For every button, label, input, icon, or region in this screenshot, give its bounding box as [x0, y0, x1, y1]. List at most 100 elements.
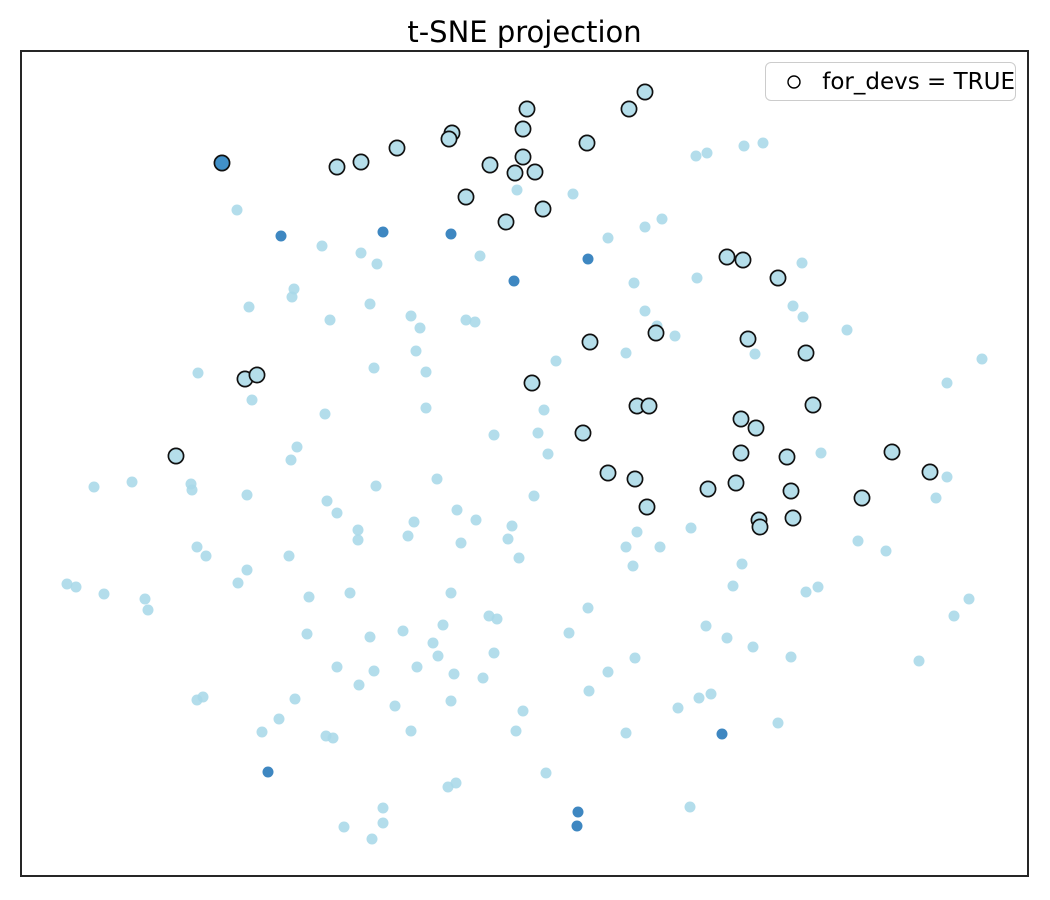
data-point [583, 685, 595, 697]
data-point [241, 564, 253, 576]
data-point [941, 471, 953, 483]
data-point [797, 311, 809, 323]
data-point [654, 541, 666, 553]
data-point [514, 148, 532, 166]
data-point [445, 228, 457, 240]
data-point [262, 766, 274, 778]
data-point [747, 419, 765, 437]
data-point [930, 492, 942, 504]
data-point [355, 247, 367, 259]
data-point [448, 668, 460, 680]
data-point [749, 348, 761, 360]
data-point [241, 489, 253, 501]
data-point [488, 647, 500, 659]
data-point [366, 833, 378, 845]
data-point [457, 188, 475, 206]
data-point [716, 728, 728, 740]
data-point [474, 250, 486, 262]
data-point [508, 275, 520, 287]
data-point [414, 322, 426, 334]
data-point [126, 476, 138, 488]
data-point [368, 665, 380, 677]
data-point [405, 725, 417, 737]
data-point [963, 593, 975, 605]
data-point [727, 580, 739, 592]
data-point [672, 702, 684, 714]
data-point [488, 429, 500, 441]
data-point [627, 560, 639, 572]
data-point [460, 314, 472, 326]
data-point [563, 627, 575, 639]
data-point [532, 427, 544, 439]
data-point [273, 713, 285, 725]
data-point [701, 147, 713, 159]
data-point [739, 330, 757, 348]
data-point [98, 588, 110, 600]
plot-area-border [20, 50, 1029, 877]
data-point [451, 504, 463, 516]
data-point [246, 394, 258, 406]
data-point [734, 251, 752, 269]
data-point [732, 444, 750, 462]
data-point [377, 817, 389, 829]
data-point [352, 534, 364, 546]
data-point [699, 480, 717, 498]
data-point [751, 518, 769, 536]
data-point [626, 470, 644, 488]
data-point [948, 610, 960, 622]
series-points-true-dark [213, 154, 231, 172]
data-point [690, 150, 702, 162]
data-point [321, 495, 333, 507]
data-point [518, 100, 536, 118]
data-point [976, 353, 988, 365]
data-point [804, 396, 822, 414]
data-point [291, 441, 303, 453]
data-point [700, 620, 712, 632]
data-point [481, 156, 499, 174]
data-point [513, 552, 525, 564]
data-point [445, 587, 457, 599]
data-point [705, 688, 717, 700]
data-point [639, 305, 651, 317]
data-point [506, 164, 524, 182]
data-point [582, 602, 594, 614]
data-point [669, 330, 681, 342]
data-point [815, 447, 827, 459]
data-point [352, 153, 370, 171]
data-point [812, 581, 824, 593]
data-point [514, 120, 532, 138]
data-point [389, 700, 401, 712]
data-point [402, 530, 414, 542]
data-point [620, 347, 632, 359]
open-circle-icon [787, 74, 801, 89]
data-point [344, 587, 356, 599]
data-point [538, 404, 550, 416]
data-point [921, 463, 939, 481]
data-point [353, 679, 365, 691]
data-point [571, 820, 583, 832]
data-point [523, 374, 541, 392]
legend-marker [766, 73, 822, 91]
data-point [639, 221, 651, 233]
data-point [747, 641, 759, 653]
legend-label: for_devs = TRUE [822, 68, 1015, 95]
data-point [528, 490, 540, 502]
data-point [275, 230, 287, 242]
data-point [316, 240, 328, 252]
scatter-points-layer [61, 83, 988, 845]
data-point [787, 300, 799, 312]
data-point [437, 619, 449, 631]
data-point [248, 366, 266, 384]
data-point [542, 448, 554, 460]
series-points-dark [262, 226, 728, 832]
data-point [338, 821, 350, 833]
data-point [377, 226, 389, 238]
data-point [796, 257, 808, 269]
data-point [620, 541, 632, 553]
data-point [769, 269, 787, 287]
data-point [331, 507, 343, 519]
data-point [455, 537, 467, 549]
data-point [738, 140, 750, 152]
series-points-light [61, 137, 988, 845]
